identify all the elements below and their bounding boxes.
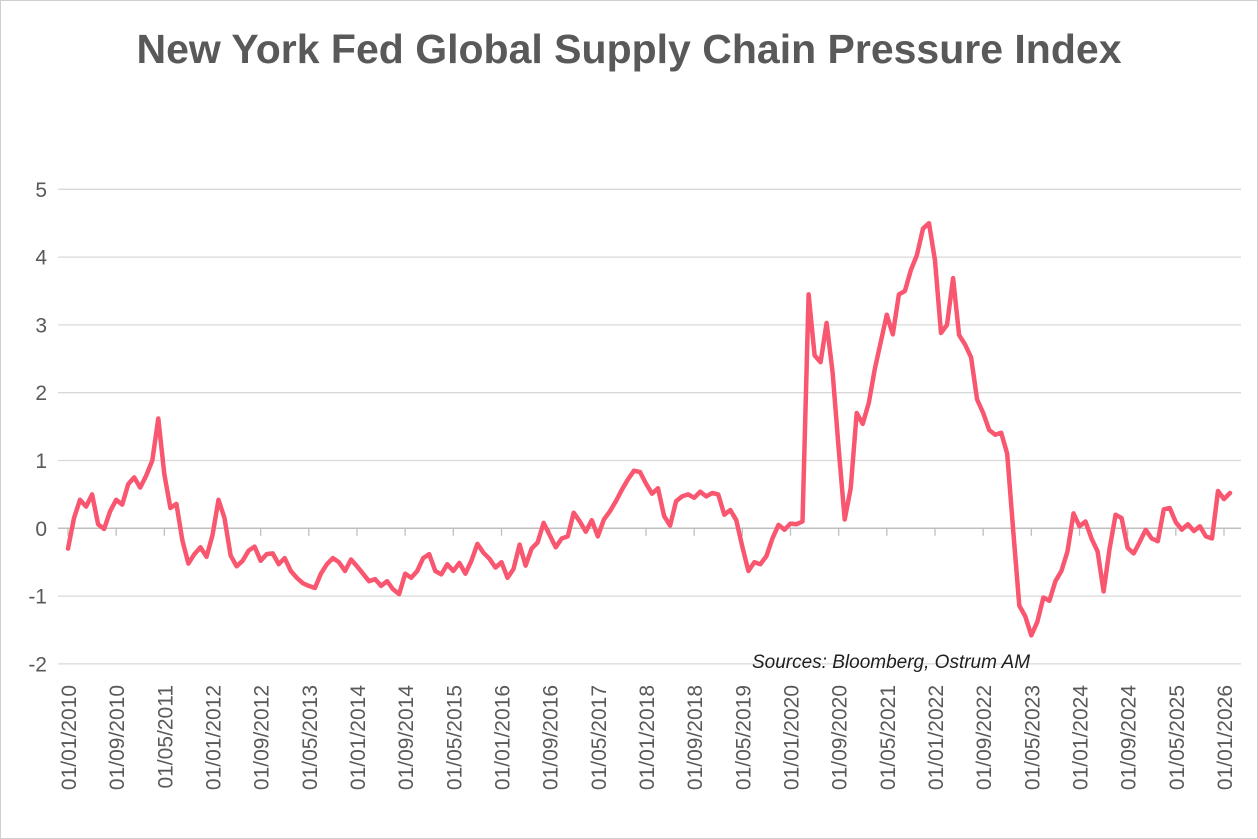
y-axis-tick-label: 0 [35, 518, 47, 541]
x-axis-tick-label: 01/05/2019 [732, 685, 755, 790]
x-axis-tick-label: 01/01/2026 [1214, 685, 1237, 790]
data-series-line [65, 220, 1233, 638]
x-axis-tick-label: 01/01/2012 [202, 685, 225, 790]
x-axis-tick-label: 01/01/2020 [780, 685, 803, 790]
y-axis-tick-label: -1 [28, 586, 47, 609]
x-axis-tick-label: 01/05/2023 [1021, 685, 1044, 790]
x-axis-tick-label: 01/09/2022 [973, 685, 996, 790]
y-axis-tick-label: 4 [35, 247, 47, 270]
x-axis-tick-label: 01/05/2025 [1166, 685, 1189, 790]
x-axis-tick-label: 01/09/2012 [251, 685, 274, 790]
x-axis-tick-label: 01/01/2010 [58, 685, 81, 790]
x-axis-tick-label: 01/01/2014 [347, 685, 370, 790]
x-axis-tick-label: 01/05/2013 [299, 685, 322, 790]
x-axis-tick-label: 01/09/2018 [684, 685, 707, 790]
y-axis-tick-label: 1 [35, 450, 47, 473]
x-axis-line [58, 527, 1241, 536]
y-axis-labels: 5 4 3 2 1 0 -1 -2 [28, 179, 47, 677]
y-axis-tick-label: 2 [35, 382, 47, 405]
x-axis-tick-label: 01/05/2011 [154, 685, 177, 789]
source-note: Sources: Bloomberg, Ostrum AM [752, 652, 1030, 673]
y-axis-tick-label: 3 [35, 314, 47, 337]
y-axis-tick-label: -2 [28, 653, 47, 676]
x-axis-tick-label: 01/05/2017 [588, 685, 611, 790]
x-axis-tick-label: 01/01/2024 [1069, 685, 1092, 790]
x-axis-tick-label: 01/09/2020 [829, 685, 852, 790]
x-axis-tick-label: 01/05/2021 [877, 685, 900, 790]
x-axis-tick-label: 01/05/2015 [443, 685, 466, 790]
x-axis-tick-label: 01/01/2018 [636, 685, 659, 790]
chart-title: New York Fed Global Supply Chain Pressur… [136, 26, 1122, 72]
x-axis-tick-label: 01/01/2022 [925, 685, 948, 790]
data-series [65, 220, 1233, 638]
x-axis-tick-label: 01/09/2016 [540, 685, 563, 790]
x-axis-tick-label: 01/09/2014 [395, 685, 418, 790]
gridlines [58, 188, 1241, 665]
x-axis-tick-label: 01/09/2010 [106, 685, 129, 790]
x-axis-tick-label: 01/01/2016 [491, 685, 514, 790]
y-axis-tick-label: 5 [35, 179, 47, 202]
x-axis-tick-label: 01/09/2024 [1118, 685, 1141, 790]
x-axis-labels: 01/01/2010 01/09/2010 01/05/2011 01/01/2012… [58, 685, 1237, 790]
